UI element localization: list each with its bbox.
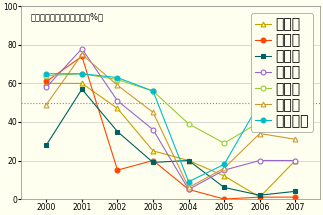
大分県 — [116, 78, 120, 81]
佐賀県 — [116, 169, 120, 171]
長崎県 — [222, 186, 226, 189]
Line: 熊本県: 熊本県 — [44, 46, 298, 192]
福岡県 — [116, 107, 120, 110]
熊本県 — [151, 128, 155, 131]
鹿児島県 — [293, 101, 297, 104]
熊本県 — [222, 169, 226, 171]
宮崎県 — [187, 186, 191, 189]
大分県 — [258, 121, 262, 123]
大分県 — [44, 74, 48, 77]
Legend: 福岡県, 佐賀県, 長崎県, 熊本県, 大分県, 宮崎県, 鹿児島県: 福岡県, 佐賀県, 長崎県, 熊本県, 大分県, 宮崎県, 鹿児島県 — [251, 13, 313, 132]
佐賀県 — [293, 196, 297, 198]
福岡県 — [293, 159, 297, 162]
福岡県 — [80, 82, 84, 85]
佐賀県 — [151, 159, 155, 162]
佐賀県 — [187, 188, 191, 191]
宮崎県 — [151, 111, 155, 114]
宮崎県 — [293, 138, 297, 141]
大分県 — [187, 123, 191, 125]
大分県 — [80, 72, 84, 75]
Line: 鹿児島県: 鹿児島県 — [44, 71, 298, 184]
佐賀県 — [222, 198, 226, 200]
長崎県 — [187, 159, 191, 162]
大分県 — [151, 90, 155, 92]
宮崎県 — [258, 132, 262, 135]
佐賀県 — [258, 196, 262, 198]
長崎県 — [258, 194, 262, 197]
Line: 福岡県: 福岡県 — [44, 81, 298, 200]
福岡県 — [187, 159, 191, 162]
熊本県 — [116, 100, 120, 102]
福岡県 — [151, 150, 155, 152]
宮崎県 — [44, 103, 48, 106]
長崎県 — [44, 144, 48, 146]
鹿児島県 — [116, 76, 120, 79]
福岡県 — [258, 196, 262, 198]
熊本県 — [293, 159, 297, 162]
宮崎県 — [116, 84, 120, 87]
大分県 — [222, 142, 226, 144]
長崎県 — [116, 130, 120, 133]
鹿児島県 — [258, 101, 262, 104]
長崎県 — [151, 161, 155, 164]
鹿児島県 — [80, 72, 84, 75]
Line: 佐賀県: 佐賀県 — [44, 54, 298, 201]
宮崎県 — [222, 167, 226, 169]
長崎県 — [80, 88, 84, 91]
鹿児島県 — [222, 163, 226, 166]
熊本県 — [80, 47, 84, 50]
宮崎県 — [80, 53, 84, 56]
Line: 宮崎県: 宮崎県 — [44, 52, 298, 190]
長崎県 — [293, 190, 297, 193]
熊本県 — [187, 188, 191, 191]
佐賀県 — [80, 55, 84, 58]
佐賀県 — [44, 80, 48, 83]
鹿児島県 — [44, 72, 48, 75]
熊本県 — [44, 86, 48, 89]
鹿児島県 — [187, 180, 191, 183]
Line: 大分県: 大分県 — [44, 71, 298, 146]
福岡県 — [222, 175, 226, 177]
大分県 — [293, 111, 297, 114]
熊本県 — [258, 159, 262, 162]
鹿児島県 — [151, 90, 155, 92]
Text: ヒノヒカリの一等米比率（%）: ヒノヒカリの一等米比率（%） — [30, 12, 103, 21]
Line: 長崎県: 長崎県 — [44, 87, 298, 198]
福岡県 — [44, 82, 48, 85]
